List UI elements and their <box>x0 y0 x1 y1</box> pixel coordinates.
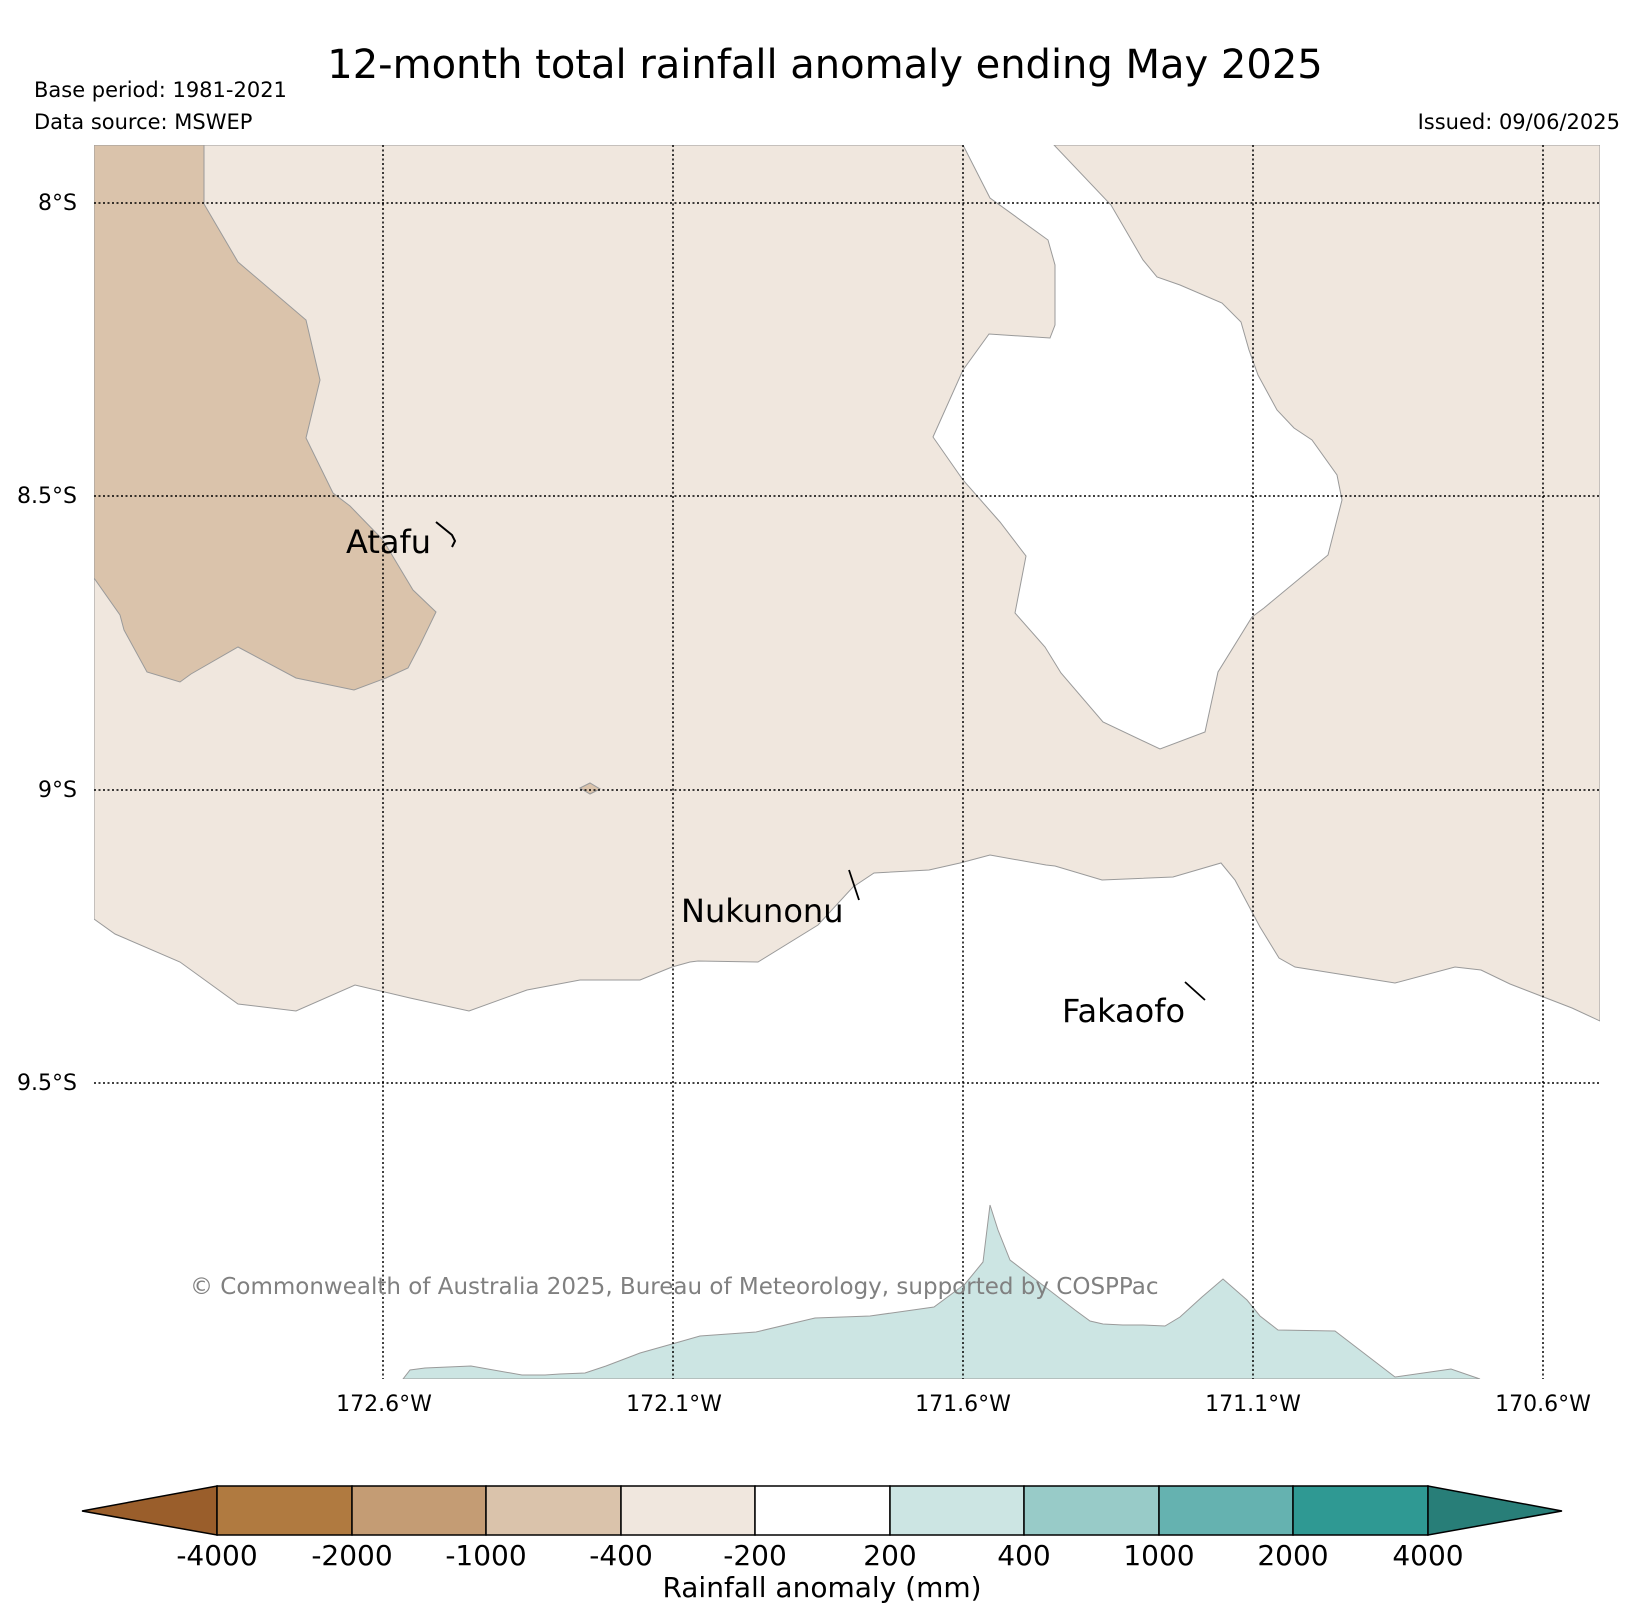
colorbar-extend-low <box>81 1485 218 1536</box>
data-source-text: Data source: MSWEP <box>34 110 253 134</box>
colorbar-segment <box>485 1485 622 1536</box>
colorbar-ticks: -4000 -2000 -1000 -400 -200 200 400 1000… <box>176 1539 1463 1572</box>
colorbar-tick: -400 <box>589 1539 653 1572</box>
latitude-labels: 8°S 8.5°S 9°S 9.5°S <box>17 191 77 1096</box>
colorbar-extend-high <box>1427 1485 1563 1536</box>
colorbar-segment <box>216 1485 353 1536</box>
colorbar-segment <box>1023 1485 1160 1536</box>
colorbar-segment <box>754 1485 891 1536</box>
island-atafu-shape <box>435 521 457 548</box>
anomaly-region-minus200 <box>94 145 1600 1022</box>
colorbar-segment <box>620 1485 756 1536</box>
lon-label: 172.6°W <box>336 1392 432 1417</box>
lat-label: 8.5°S <box>17 484 77 509</box>
map-area: Atafu Nukunonu Fakaofo © Commonwealth of… <box>94 145 1600 1379</box>
issued-date-value: Issued: 09/06/2025 <box>1417 110 1620 134</box>
colorbar-tick: 200 <box>863 1539 916 1572</box>
copyright-text: © Commonwealth of Australia 2025, Bureau… <box>190 1274 1159 1300</box>
longitude-labels: 172.6°W 172.1°W 171.6°W 171.1°W 170.6°W <box>336 1392 1591 1417</box>
colorbar-tick: 4000 <box>1392 1539 1463 1572</box>
place-label-atafu: Atafu <box>346 523 431 561</box>
colorbar-tick: -4000 <box>176 1539 257 1572</box>
lon-label: 172.1°W <box>626 1392 722 1417</box>
anomaly-speck <box>578 782 602 795</box>
anomaly-region-minus400 <box>94 145 437 691</box>
colorbar-segment <box>1292 1485 1429 1536</box>
colorbar-tick: -1000 <box>445 1539 526 1572</box>
place-label-fakaofo: Fakaofo <box>1062 992 1185 1030</box>
colorbar-segment <box>1158 1485 1294 1536</box>
lon-label: 171.1°W <box>1205 1392 1301 1417</box>
colorbar-tick: 2000 <box>1257 1539 1328 1572</box>
lon-label: 171.6°W <box>915 1392 1011 1417</box>
base-period-text: Base period: 1981-2021 <box>34 78 287 102</box>
lat-label: 9.5°S <box>17 1071 77 1096</box>
colorbar-segment <box>889 1485 1025 1536</box>
colorbar-label: Rainfall anomaly (mm) <box>662 1571 981 1604</box>
lat-label: 8°S <box>38 191 77 216</box>
anomaly-region-plus200 <box>402 1204 1481 1379</box>
lat-label: 9°S <box>38 778 77 803</box>
colorbar-tick: 1000 <box>1123 1539 1194 1572</box>
colorbar-tick: -2000 <box>311 1539 392 1572</box>
place-label-nukunonu: Nukunonu <box>681 892 843 930</box>
colorbar-tick: -200 <box>723 1539 787 1572</box>
colorbar-tick: 400 <box>997 1539 1050 1572</box>
gridlines <box>94 145 1600 1379</box>
lon-label: 170.6°W <box>1495 1392 1591 1417</box>
page-title: 12-month total rainfall anomaly ending M… <box>327 42 1323 88</box>
island-nukunonu-shape <box>848 869 860 901</box>
island-fakaofo-shape <box>1184 981 1206 1001</box>
issued-date-text: Issued: 09/06/2025 <box>0 110 1632 134</box>
colorbar-segment <box>351 1485 487 1536</box>
colorbar: -4000 -2000 -1000 -400 -200 200 400 1000… <box>81 1485 1563 1604</box>
